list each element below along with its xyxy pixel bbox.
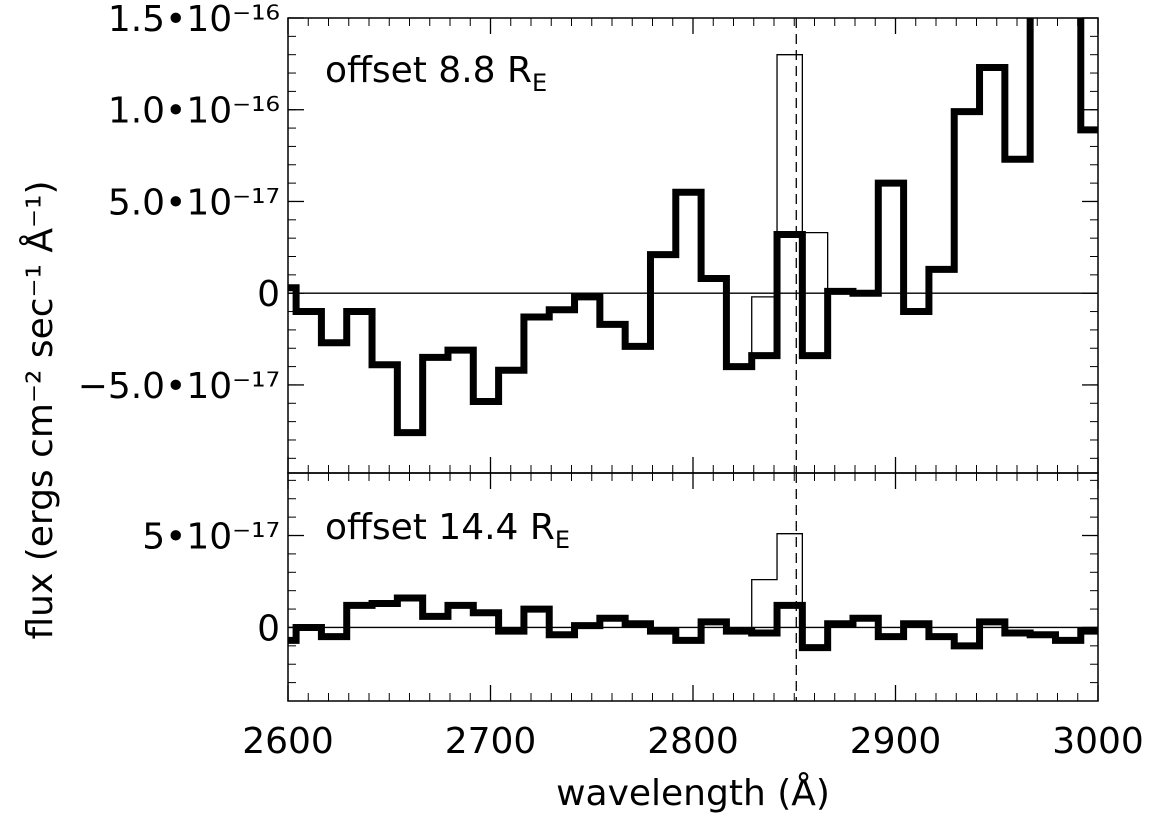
plot-area [288, 473, 1098, 701]
step-line [288, 594, 1098, 652]
y-tick-label: 1.5•10⁻¹⁶ [108, 0, 280, 40]
y-axis-label: flux (ergs cm⁻² sec⁻¹ Å⁻¹) [18, 180, 61, 639]
x-tick-label: 2800 [647, 721, 739, 762]
panel-annotation: offset 14.4 RE [325, 507, 570, 554]
annotation-subscript: E [532, 69, 547, 97]
x-axis-label: wavelength (Å) [556, 771, 830, 814]
annotation-text: offset 14.4 R [325, 507, 555, 548]
y-tick-label: −5.0•10⁻¹⁷ [78, 366, 280, 407]
x-tick-label: 3000 [1052, 721, 1144, 762]
plot-area [288, 18, 1098, 473]
y-tick-label: 1.0•10⁻¹⁶ [108, 91, 280, 132]
y-tick-label: 5•10⁻¹⁷ [142, 517, 280, 558]
y-tick-label: 0 [257, 274, 280, 315]
step-line [288, 18, 1098, 437]
annotation-text: offset 8.8 R [325, 50, 532, 91]
annotation-subscript: E [555, 526, 570, 554]
x-tick-label: 2700 [445, 721, 537, 762]
x-tick-label: 2900 [850, 721, 942, 762]
panel-annotation: offset 8.8 RE [325, 50, 547, 97]
y-tick-label: 0 [257, 608, 280, 649]
y-tick-label: 5.0•10⁻¹⁷ [108, 182, 280, 223]
x-tick-label: 2600 [242, 721, 334, 762]
